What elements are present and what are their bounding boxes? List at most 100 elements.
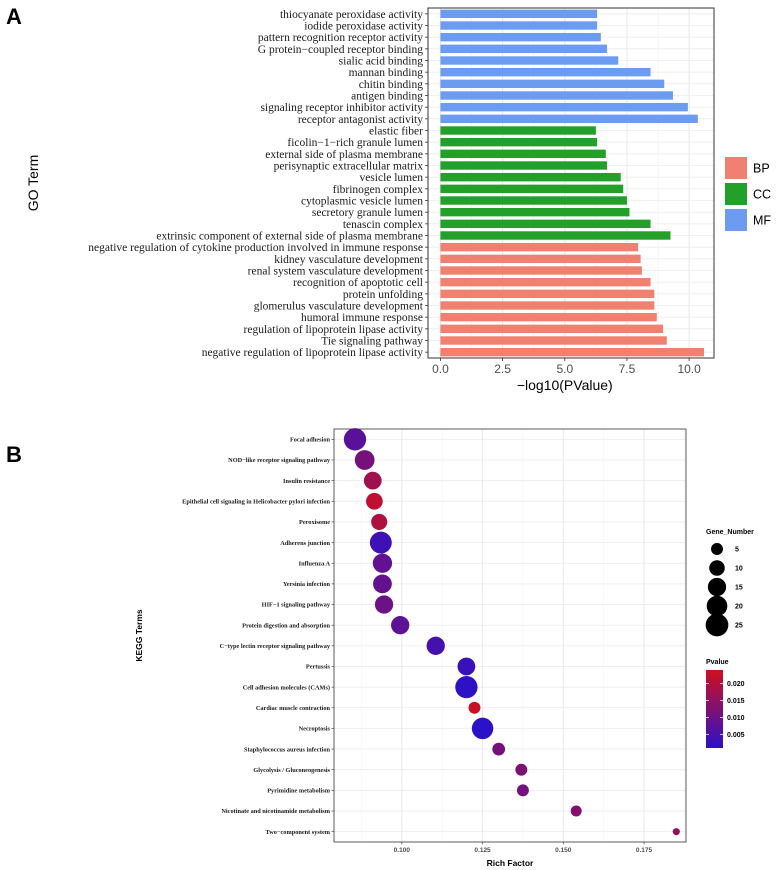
legend-key-cc: [725, 183, 747, 205]
size-legend-title: Gene_Number: [706, 529, 754, 536]
bar-mf: [440, 114, 698, 124]
kegg-term-label: Yersinia infection: [283, 581, 331, 588]
kegg-point: [374, 595, 394, 614]
go-term-label: antigen binding: [351, 91, 423, 103]
legend-label-bp: BP: [753, 162, 770, 176]
go-term-label: regulation of lipoprotein lipase activit…: [244, 324, 424, 336]
go-term-label: kidney vasculature development: [274, 254, 424, 266]
kegg-term-label: Pyrimidine metabolism: [267, 788, 331, 795]
size-legend-key: [707, 577, 727, 597]
plot-border-a: [427, 7, 715, 359]
kegg-point: [457, 657, 476, 676]
kegg-point: [371, 513, 388, 530]
x-axis-title-b: Rich Factor: [487, 858, 534, 868]
bar-bp: [440, 301, 655, 310]
go-term-label: external side of plasma membrane: [265, 149, 423, 161]
bar-cc: [440, 126, 596, 135]
kegg-point: [455, 675, 478, 699]
size-legend-label: 5: [735, 547, 739, 554]
bar-mf: [440, 32, 601, 42]
go-term-label: glomerulus vasculature development: [254, 301, 424, 313]
size-legend-label: 15: [735, 585, 743, 592]
go-term-label: perisynaptic extracellular matrix: [274, 161, 424, 173]
kegg-term-label: Cell adhesion molecules (CAMs): [243, 684, 330, 691]
go-term-label: elastic fiber: [369, 126, 423, 138]
kegg-term-label: Pertussis: [306, 664, 331, 671]
bar-bp: [440, 336, 667, 345]
x-tick-label-a: 7.5: [619, 362, 636, 376]
go-term-label: signaling receptor inhibitor activity: [260, 102, 423, 114]
size-legend-key: [705, 613, 729, 637]
size-legend-key: [706, 595, 728, 617]
go-term-label: protein unfolding: [343, 289, 423, 301]
kegg-term-label: HIF−1 signaling pathway: [262, 602, 331, 609]
kegg-term-label: Peroxisome: [299, 519, 330, 526]
go-term-label: mannan binding: [349, 67, 424, 79]
kegg-term-label: Protein digestion and absorption: [242, 622, 330, 629]
go-term-label: sialic acid binding: [339, 56, 424, 68]
bar-cc: [440, 219, 651, 229]
bar-bp: [440, 289, 655, 299]
go-term-label: cytoplasmic vesicle lumen: [301, 196, 423, 208]
size-legend-label: 10: [735, 566, 743, 573]
go-term-label: Tie signaling pathway: [321, 336, 423, 348]
go-term-label: receptor antagonist activity: [298, 114, 423, 126]
go-term-label: tenascin complex: [343, 219, 423, 231]
kegg-point: [515, 763, 528, 776]
plot-border-b: [333, 428, 687, 843]
bar-bp: [440, 266, 642, 275]
go-term-label: vesicle lumen: [359, 172, 423, 184]
size-legend-label: 25: [735, 623, 743, 630]
x-tick-label-b: 0.175: [636, 847, 653, 854]
go-term-label: pattern recognition receptor activity: [258, 32, 423, 44]
legend-label-mf: MF: [753, 214, 771, 228]
kegg-point: [366, 492, 383, 510]
kegg-term-label: Cardiac muscle contraction: [256, 705, 331, 712]
go-term-label: negative regulation of cytokine producti…: [88, 242, 423, 254]
kegg-point: [343, 428, 367, 451]
go-term-label: renal system vasculature development: [248, 266, 424, 278]
bar-cc: [440, 184, 624, 194]
bar-cc: [440, 161, 608, 170]
color-legend-label: 0.020: [727, 681, 745, 688]
y-axis-title-b: KEGG Terms: [134, 609, 144, 662]
bar-mf: [440, 91, 673, 100]
x-tick-label-a: 0.0: [432, 362, 449, 376]
bar-mf: [440, 67, 651, 77]
go-term-label: ficolin−1−rich granule lumen: [287, 137, 423, 149]
legend-key-mf: [725, 209, 747, 231]
kegg-point: [369, 531, 392, 554]
bar-mf: [440, 21, 598, 30]
kegg-term-label: NOD−like receptor signaling pathway: [228, 457, 331, 464]
panel-label-b: B: [6, 442, 22, 467]
bar-bp: [440, 347, 705, 357]
bar-cc: [440, 172, 621, 182]
bar-mf: [440, 56, 619, 65]
size-legend-key: [711, 543, 723, 555]
go-term-label: iodide peroxidase activity: [304, 21, 423, 33]
go-term-label: extrinsic component of external side of …: [156, 231, 423, 243]
kegg-point: [354, 450, 375, 470]
kegg-term-label: Staphylococcus aureus infection: [244, 746, 330, 753]
kegg-point: [426, 636, 445, 655]
panel-label-a: A: [6, 4, 22, 29]
kegg-point: [373, 574, 392, 594]
bar-mf: [440, 9, 598, 19]
kegg-point: [471, 717, 494, 740]
bar-bp: [440, 312, 657, 322]
go-term-label: thiocyanate peroxidase activity: [280, 9, 423, 21]
x-tick-label-b: 0.125: [474, 847, 491, 854]
bar-cc: [440, 196, 627, 205]
color-legend-title: Pvalue: [706, 659, 729, 666]
bar-bp: [440, 277, 651, 287]
kegg-term-label: Necroptosis: [299, 726, 331, 733]
plot-background-b: [334, 429, 686, 842]
kegg-point: [372, 553, 393, 573]
bar-cc: [440, 149, 606, 159]
size-legend-key: [709, 560, 725, 576]
kegg-term-label: Focal adhesion: [290, 437, 331, 444]
kegg-term-label: Nicotinate and nicotinamide metabolism: [221, 808, 330, 815]
kegg-dot-plot: Focal adhesion NOD−like receptor signalin…: [134, 428, 754, 868]
go-term-label: negative regulation of lipoprotein lipas…: [202, 347, 424, 359]
go-term-label: secretory granule lumen: [312, 207, 423, 219]
